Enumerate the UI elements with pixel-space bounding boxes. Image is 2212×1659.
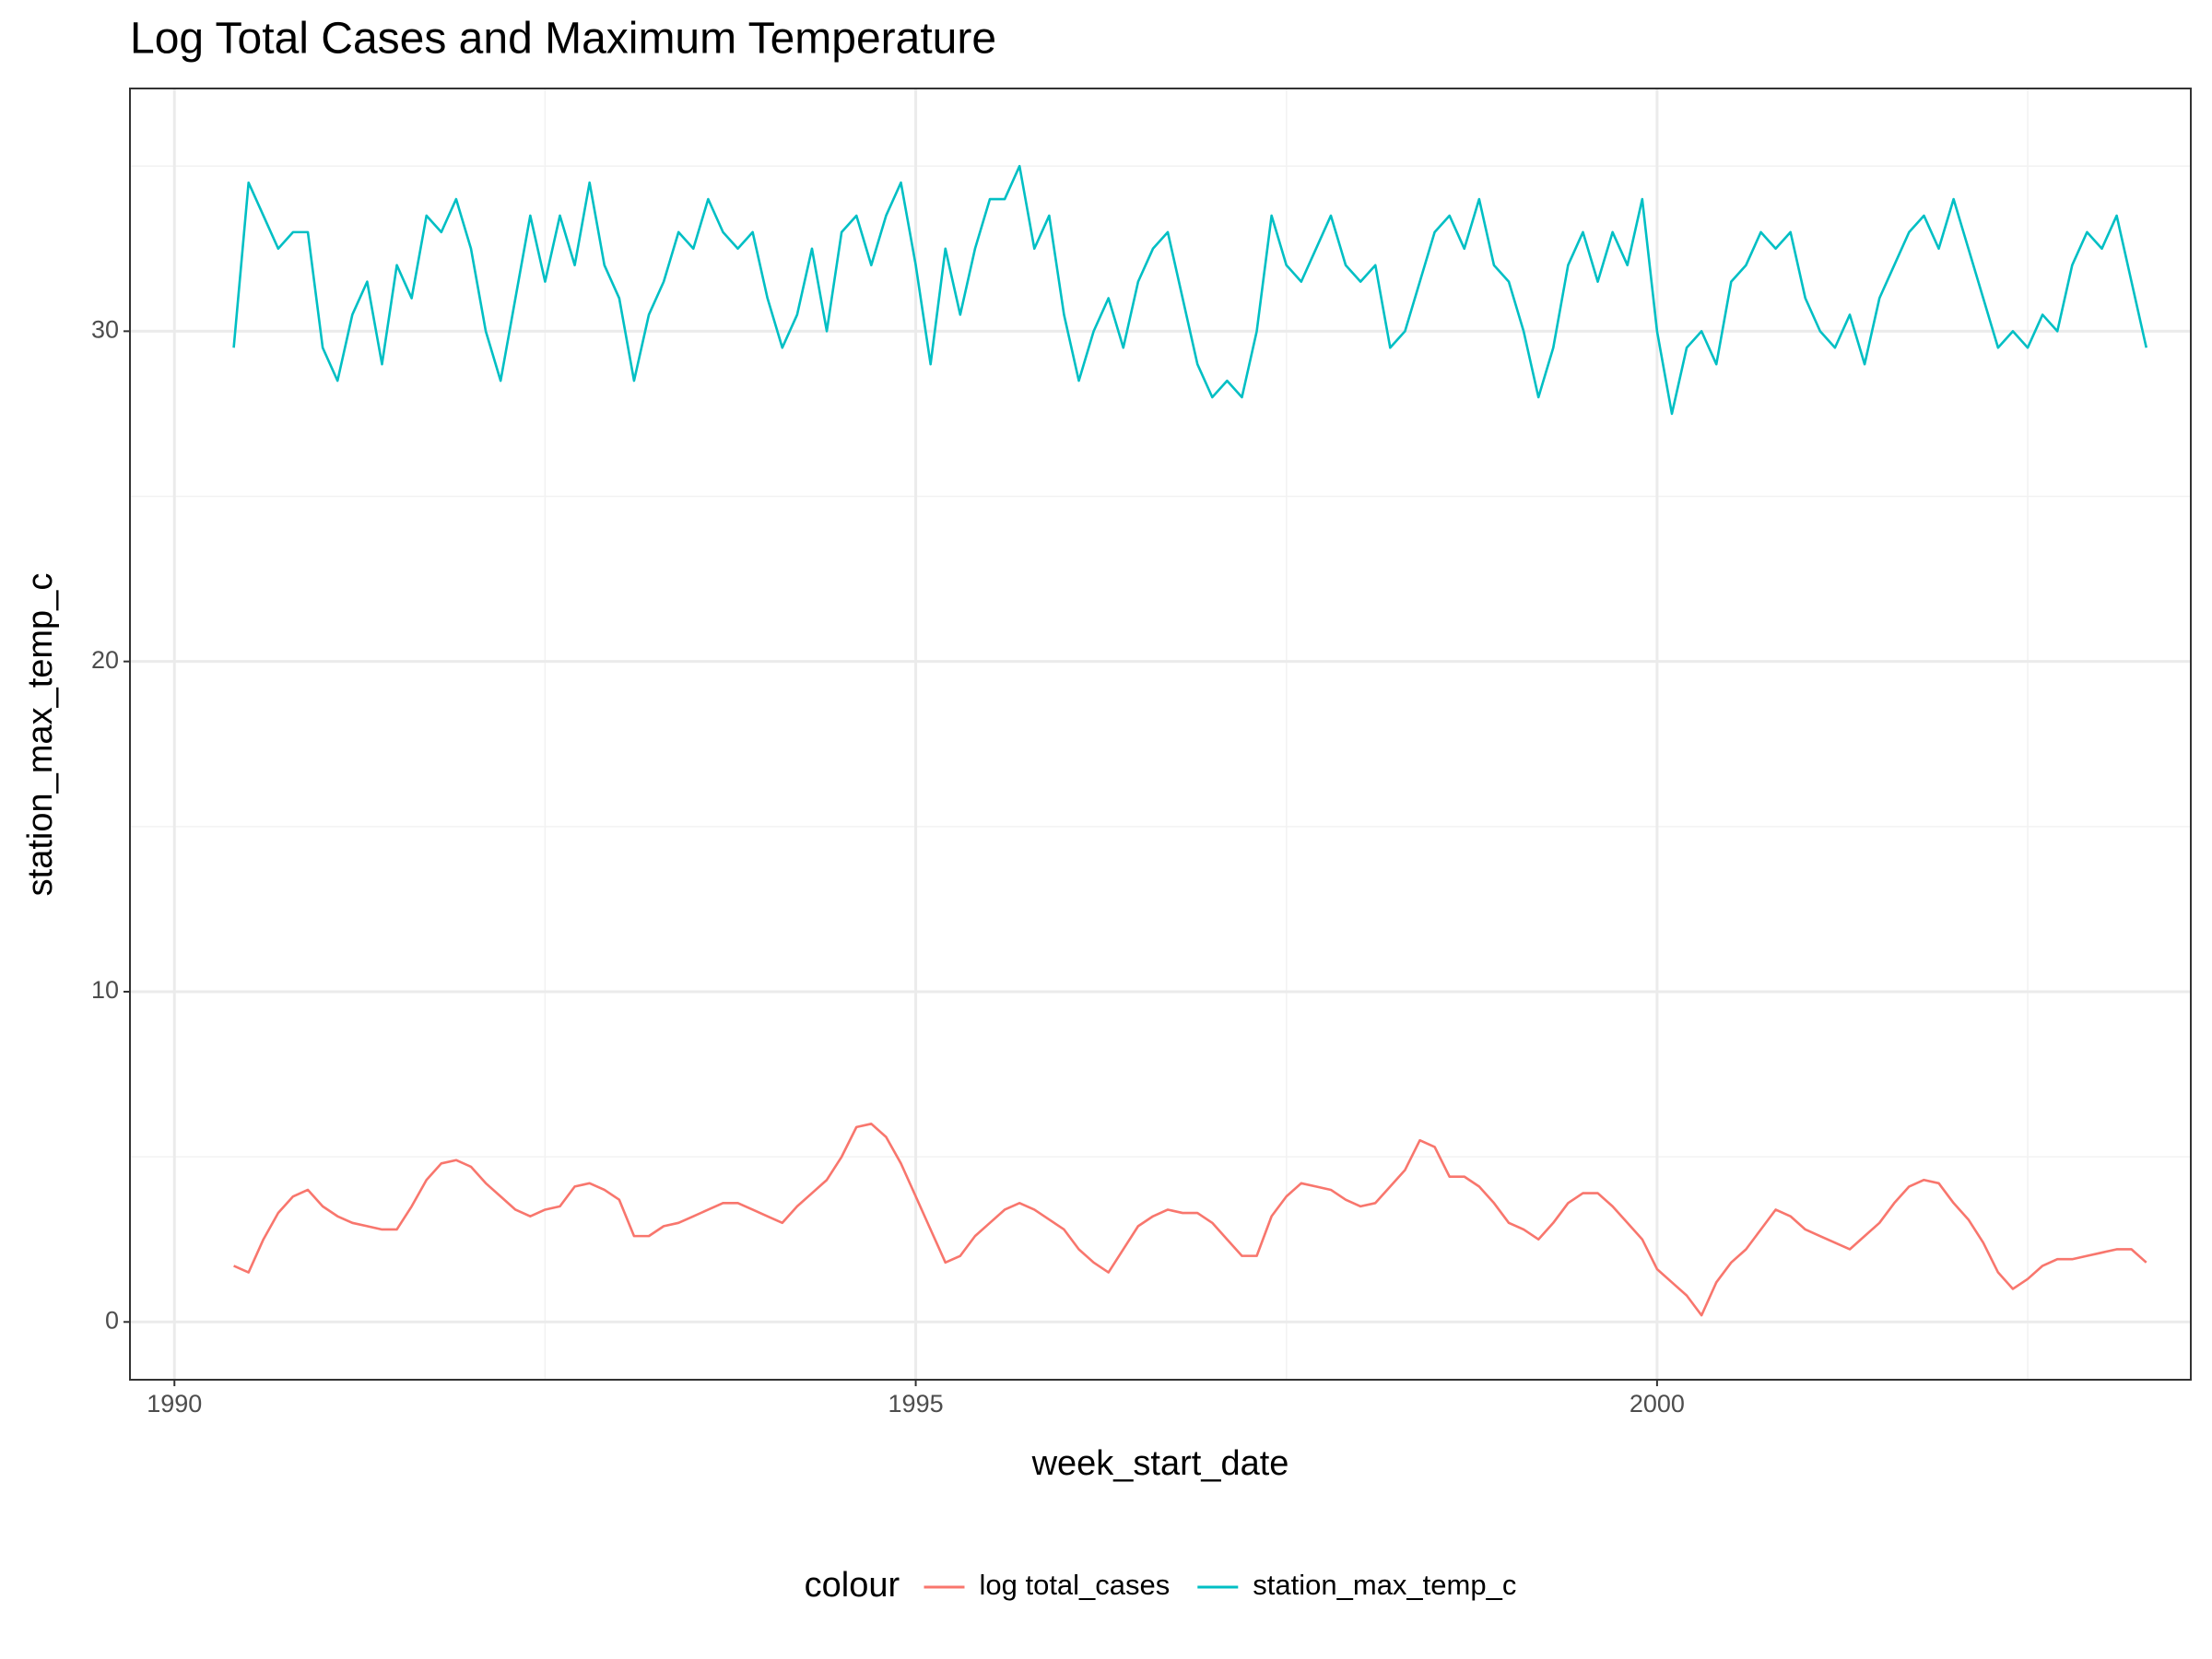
y-tick-label: 30: [91, 315, 119, 343]
panel-border: [129, 88, 2192, 1381]
x-tick-label: 1990: [147, 1390, 202, 1418]
y-tick-label: 0: [105, 1306, 119, 1334]
series-line: [232, 164, 2148, 416]
y-axis-label: station_max_temp_c: [21, 573, 60, 897]
y-tick-label: 10: [91, 976, 119, 1004]
series-line: [233, 1123, 2147, 1317]
y-tick-label: 20: [91, 646, 119, 674]
legend-label: station_max_temp_c: [1253, 1569, 1516, 1601]
x-tick-label: 2000: [1630, 1390, 1685, 1418]
x-tick-label: 1995: [888, 1390, 944, 1418]
x-axis-label: week_start_date: [1031, 1444, 1289, 1483]
chart-title: Log Total Cases and Maximum Temperature: [130, 15, 996, 64]
legend-title: colour: [805, 1566, 900, 1605]
legend-label: log total_cases: [979, 1569, 1170, 1601]
